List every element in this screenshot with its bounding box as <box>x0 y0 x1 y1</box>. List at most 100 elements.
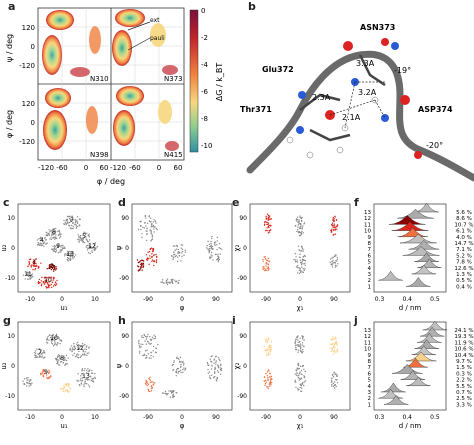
scatter-point <box>37 353 39 355</box>
scatter-point <box>333 223 336 225</box>
scatter-point <box>262 266 264 268</box>
scatter-point <box>83 344 85 347</box>
scatter-point <box>53 337 56 340</box>
cluster-label: 12 <box>88 243 96 250</box>
scatter-point <box>210 242 212 245</box>
scatter-point <box>331 222 334 224</box>
scatter-point <box>210 254 212 256</box>
scatter-point <box>269 380 272 382</box>
scatter-point <box>70 254 72 256</box>
scatter-point <box>298 379 300 381</box>
scatter-point <box>301 271 304 273</box>
scatter-point <box>332 382 335 385</box>
scatter-point <box>51 266 53 269</box>
scatter-point <box>91 369 93 372</box>
subplot-label-n310: N310 <box>90 75 109 83</box>
scatter-point <box>32 260 35 263</box>
ytick-a2-n120: -120 <box>19 138 35 146</box>
scatter-point <box>153 228 155 230</box>
scatter-point <box>73 345 75 348</box>
scatter-point <box>81 240 83 242</box>
scatter-point <box>152 250 155 252</box>
ridge-row-label: 5 <box>368 378 372 384</box>
panel-label-d: d <box>118 196 126 209</box>
scatter-point <box>211 235 213 238</box>
scatter-point <box>66 383 69 385</box>
scatter-point <box>212 259 214 261</box>
scatter-point <box>83 369 85 372</box>
scatter-point <box>25 385 28 387</box>
scatter-point <box>151 384 153 387</box>
ridge-row-label: 1 <box>368 284 372 290</box>
scatter-point <box>36 244 39 246</box>
scatter-point <box>33 259 36 262</box>
scatter-point <box>266 386 268 388</box>
scatter-point <box>300 233 302 235</box>
scatter-point <box>298 374 300 376</box>
scatter-point <box>266 213 269 215</box>
scatter-point <box>332 234 334 236</box>
scatter-point <box>267 346 270 348</box>
scatter-point <box>296 259 298 261</box>
scatter-point <box>215 361 217 363</box>
scatter-point <box>43 245 45 247</box>
scatter-point <box>76 220 78 222</box>
scatter-point <box>58 234 60 236</box>
ytick: -90 <box>237 275 247 282</box>
scatter-point <box>60 251 62 253</box>
scatter-point <box>299 378 302 381</box>
ridge-row-label: 9 <box>368 235 372 241</box>
scatter-point <box>151 235 154 237</box>
xtick-a-0: 0 <box>84 164 88 172</box>
scatter-point <box>86 379 89 381</box>
scatter-point <box>173 256 175 258</box>
scatter-point <box>41 372 43 375</box>
scatter-point <box>40 356 42 358</box>
scatter-point <box>269 344 271 346</box>
ytick: 0 <box>125 245 129 252</box>
scatter-point <box>157 343 159 346</box>
scatter-point <box>267 266 270 269</box>
scatter-point <box>264 268 267 270</box>
ridge-density <box>400 233 437 244</box>
scatter-point <box>34 261 36 264</box>
scatter-point <box>147 383 150 386</box>
scatter-point <box>86 345 88 347</box>
scatter-point <box>88 244 91 247</box>
scatter-point <box>170 390 172 392</box>
scatter-point <box>148 255 151 257</box>
scatter-point <box>64 247 66 249</box>
annotation-ext: ext <box>150 17 160 24</box>
scatter-point <box>69 347 72 349</box>
panel-d-ramachandran: -90 0 90 90 0 -90 φ ψ <box>115 203 233 312</box>
scatter-point <box>85 377 88 380</box>
scatter-point <box>172 282 174 285</box>
scatter-point <box>208 252 210 254</box>
scatter-point <box>299 223 302 225</box>
scatter-point <box>304 380 307 382</box>
scatter-point <box>79 379 82 381</box>
scatter-point <box>303 376 306 379</box>
scatter-point <box>41 355 44 357</box>
scatter-point <box>64 386 66 388</box>
scatter-point <box>264 258 267 260</box>
scatter-point <box>150 229 152 231</box>
scatter-point <box>177 357 179 360</box>
scatter-point <box>84 380 86 383</box>
scatter-point <box>152 356 155 358</box>
scatter-point <box>55 335 58 337</box>
scatter-point <box>216 370 219 372</box>
scatter-point <box>69 253 71 255</box>
scatter-point <box>140 263 142 266</box>
scatter-point <box>335 385 337 388</box>
scatter-point <box>149 343 151 345</box>
scatter-point <box>76 215 79 218</box>
scatter-point <box>209 245 211 248</box>
scatter-point <box>81 237 83 240</box>
ridge-percent: 19.3 % <box>454 334 473 340</box>
scatter-point <box>334 264 337 267</box>
scatter-point <box>55 344 58 346</box>
scatter-point <box>210 246 213 249</box>
xtick: 0 <box>298 296 302 303</box>
